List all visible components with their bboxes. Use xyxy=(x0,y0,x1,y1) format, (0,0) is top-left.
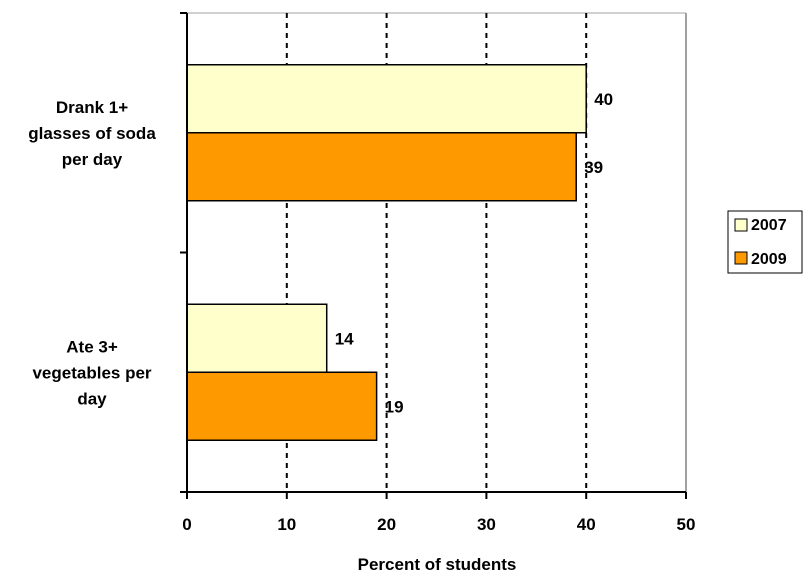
axes-layer xyxy=(180,12,687,499)
x-tick-label-30: 30 xyxy=(477,515,496,534)
category-label-line: vegetables per xyxy=(32,363,151,382)
category-label-line: per day xyxy=(62,150,123,169)
labels-layer: 40 39 14 19 0 10 20 30 40 50 Drank 1+ glasses of so… xyxy=(28,90,695,534)
x-axis-title: Percent of students xyxy=(358,555,517,574)
x-tick-label-40: 40 xyxy=(577,515,596,534)
category-label-0: Drank 1+ glasses of soda per day xyxy=(28,98,156,169)
bar-2007-cat0 xyxy=(186,64,587,134)
x-tick-label-50: 50 xyxy=(677,515,696,534)
legend-label-2007: 2007 xyxy=(751,217,787,234)
x-tick-label-20: 20 xyxy=(377,515,396,534)
grid-layer xyxy=(187,12,687,492)
legend-swatch-2007 xyxy=(734,218,748,232)
bar-2007-cat1 xyxy=(186,303,328,373)
category-label-line: Drank 1+ xyxy=(56,98,128,117)
data-label-2009-cat1: 19 xyxy=(385,397,404,416)
data-label-2007-cat0: 40 xyxy=(594,90,613,109)
category-label-1: Ate 3+ vegetables per day xyxy=(32,337,151,408)
category-label-line: day xyxy=(77,389,107,408)
legend-swatch-2009 xyxy=(734,251,748,265)
bar-2009-cat1 xyxy=(186,371,378,441)
x-tick-label-0: 0 xyxy=(182,515,191,534)
legend-label-2009: 2009 xyxy=(751,251,787,268)
data-label-2009-cat0: 39 xyxy=(584,158,603,177)
x-tick-label-10: 10 xyxy=(277,515,296,534)
data-label-2007-cat1: 14 xyxy=(335,329,354,348)
category-label-line: glasses of soda xyxy=(28,124,156,143)
bar-2009-cat0 xyxy=(186,132,577,202)
legend: 2007 2009 xyxy=(727,210,803,274)
category-label-line: Ate 3+ xyxy=(66,337,118,356)
